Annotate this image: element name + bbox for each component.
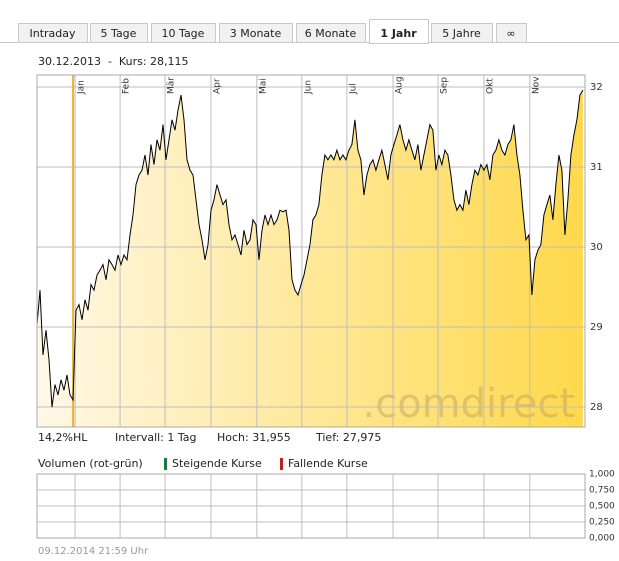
month-label: Mai [258,78,268,94]
stat-low: Tief: 27,975 [315,431,381,444]
legend-swatch [280,458,283,470]
y-tick-label: 1,000 [589,470,615,480]
tab-label[interactable]: ∞ [506,27,515,40]
quote-header: 30.12.2013 - Kurs: 28,115 [38,55,189,68]
tab-label[interactable]: 5 Tage [101,27,137,40]
month-label: Okt [485,78,495,94]
tab-label[interactable]: 1 Jahr [380,27,417,40]
y-tick-label: 0,750 [589,486,615,496]
y-tick-label: 28 [590,402,603,413]
y-tick-label: 30 [590,242,603,253]
volume-title: Volumen (rot-grün) [38,457,143,470]
tab[interactable] [90,23,148,43]
area-fill [37,90,583,427]
month-label: Aug [395,76,405,94]
y-tick-label: 32 [590,82,603,93]
tab[interactable] [296,23,366,43]
month-label: Jun [303,80,313,95]
tab[interactable] [496,23,527,43]
stat-interval: Intervall: 1 Tag [115,431,197,444]
volume-border [36,473,586,539]
stat-high: Hoch: 31,955 [217,431,291,444]
legend-label: Steigende Kurse [172,457,262,470]
tab[interactable] [219,23,293,43]
y-tick-label: 0,250 [589,518,615,528]
month-label: Jul [348,83,358,95]
tab[interactable] [18,23,88,43]
timestamp: 09.12.2014 21:59 Uhr [38,546,149,557]
tab-label[interactable]: 10 Tage [162,27,205,40]
month-label: Jan [77,80,87,95]
tab[interactable] [151,23,216,43]
y-tick-label: 29 [590,322,603,333]
tab-label[interactable]: Intraday [29,27,76,40]
y-tick-label: 0,500 [589,502,615,512]
legend-label: Fallende Kurse [288,457,368,470]
y-tick-label: 0,000 [589,534,615,544]
month-label: Mär [167,77,177,94]
price-line [36,89,584,408]
watermark: .comdirect [363,381,576,427]
plot-border [36,74,586,428]
tab[interactable] [431,23,493,43]
tab[interactable] [369,19,429,44]
tab-label[interactable]: 3 Monate [230,27,282,40]
y-tick-label: 31 [590,162,603,173]
month-label: Apr [212,78,222,94]
month-label: Sep [440,77,450,94]
tab-label[interactable]: 5 Jahre [442,27,481,40]
legend-swatch [164,458,167,470]
tab-label[interactable]: 6 Monate [305,27,357,40]
month-label: Nov [531,76,541,94]
month-label: Feb [122,78,132,94]
stat-range: 14,2%HL [38,431,88,444]
